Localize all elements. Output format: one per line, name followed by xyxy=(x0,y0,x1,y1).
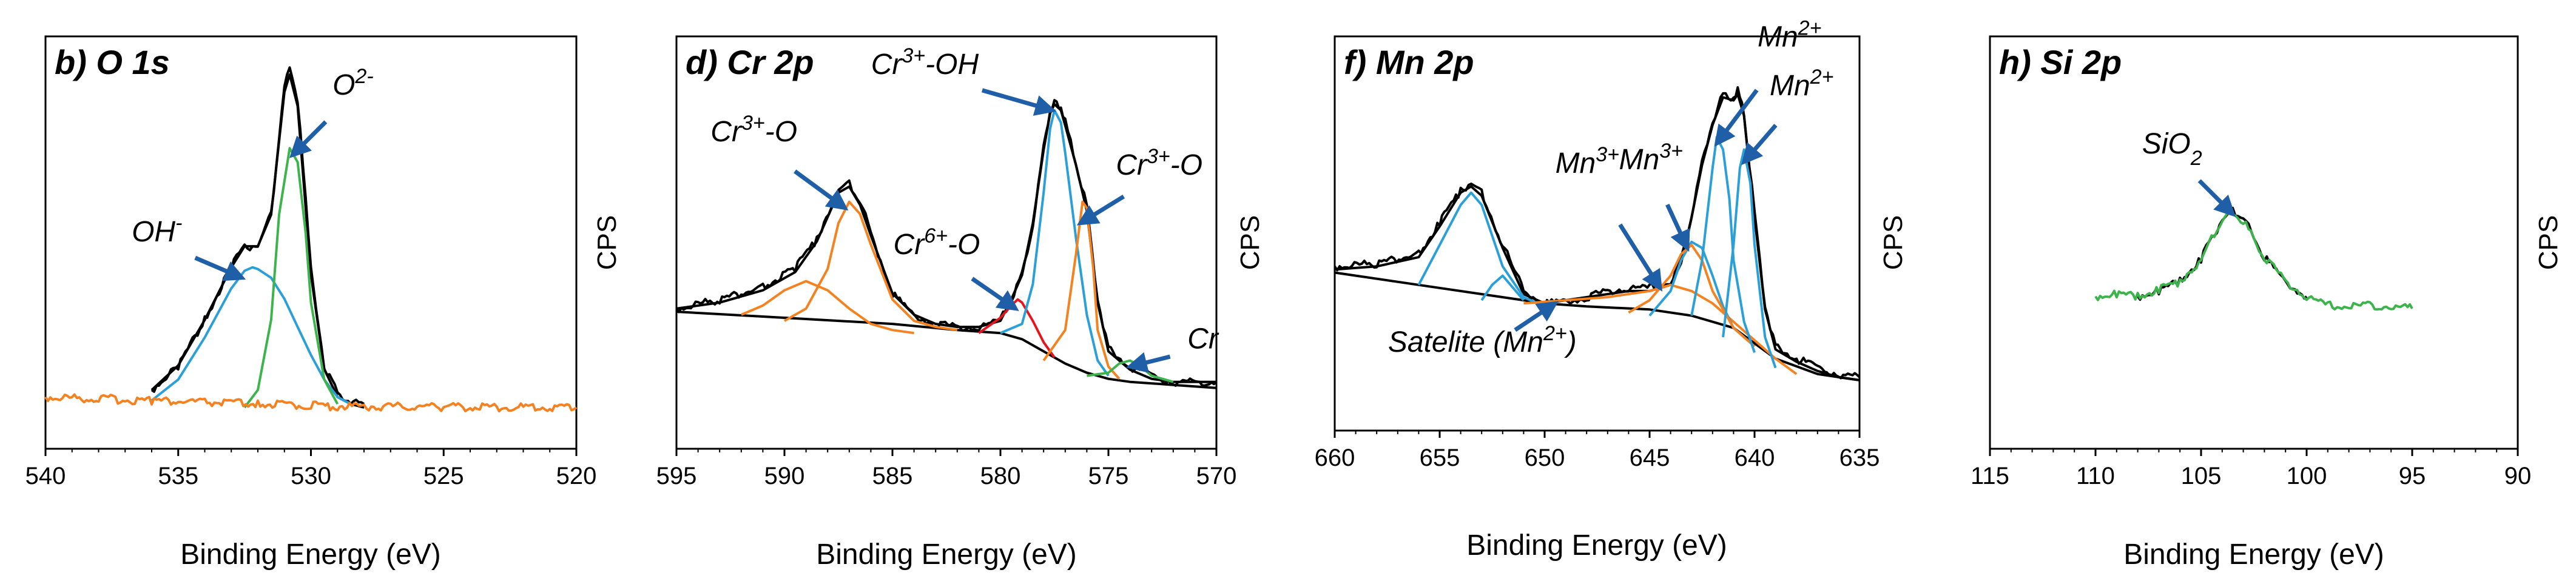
ylabel-cr2p: CPS xyxy=(1235,215,1265,270)
xlabel-cr2p: Binding Energy (eV) xyxy=(816,539,1077,571)
annotation-arrow xyxy=(971,277,1019,311)
series-cr6-o xyxy=(978,298,1056,358)
x-tick-label: 660 xyxy=(1315,445,1355,471)
x-tick-label: 90 xyxy=(2504,463,2532,489)
annotation-arrow xyxy=(194,255,246,281)
panel-title-mn2p: f) Mn 2p xyxy=(1344,43,1474,81)
annotation-label: Cr3+-O xyxy=(1116,145,1202,181)
x-tick-label: 645 xyxy=(1630,445,1670,471)
panel-si2p: h) Si 2p CPS Binding Energy (eV) xyxy=(1989,35,2563,571)
annotation-arrow xyxy=(981,88,1057,116)
annotation-label: Cr6+-O xyxy=(894,224,980,261)
xlabel-o1s: Binding Energy (eV) xyxy=(180,539,441,571)
annotation-arrow xyxy=(1514,301,1559,332)
annotation-label: Mn2+ xyxy=(1758,17,1821,53)
plot-1: 595 590 585 580 575 570 Cr3+-O Cr3+-OH Cr3+-O Cr6… xyxy=(656,44,1237,489)
x-tick-label: 95 xyxy=(2399,463,2426,489)
annotation-arrow xyxy=(1714,89,1759,147)
ylabel-mn2p: CPS xyxy=(1878,215,1908,270)
x-tick-label: 100 xyxy=(2287,463,2327,489)
annotation-label: Cr xyxy=(1187,323,1219,355)
x-tick-label: 590 xyxy=(764,463,805,489)
ylabel-o1s: CPS xyxy=(592,215,622,270)
plot-0: 540 535 530 525 520 OH- O2- xyxy=(25,65,597,489)
annotation-label: Mn3+ xyxy=(1619,139,1683,176)
annotation-label: Mn2+ xyxy=(1770,65,1833,102)
plot-area-cr2p xyxy=(675,35,1218,450)
x-tick-label: 650 xyxy=(1525,445,1565,471)
annotation-label: SiO2 xyxy=(2142,128,2202,170)
annotation-label: Cr3+-OH xyxy=(871,44,979,81)
x-tick-label: 535 xyxy=(158,463,198,489)
x-tick-label: 520 xyxy=(556,463,597,489)
x-tick-label: 540 xyxy=(25,463,66,489)
annotation-arrow xyxy=(289,120,328,158)
annotation-arrow xyxy=(2197,179,2236,217)
annotation-arrow xyxy=(794,169,849,211)
x-tick-label: 595 xyxy=(656,463,697,489)
annotation-label: Satelite (Mn2+) xyxy=(1388,322,1577,358)
series-cr3-o-sat- xyxy=(741,280,914,335)
plot-2: 660 655 650 645 640 635 Mn2+ Mn2+ Mn3+ Mn3+ Sateli… xyxy=(1315,17,1880,471)
series-mn-2p1-2-minor xyxy=(1480,274,1525,301)
ylabel-si2p: CPS xyxy=(2534,215,2563,270)
series-sio2 xyxy=(2094,212,2413,311)
x-tick-label: 570 xyxy=(1196,463,1237,489)
series-mn2-2p1-2- xyxy=(1417,191,1545,308)
series-mn2-b xyxy=(1722,148,1777,369)
series-cr3-oh xyxy=(1000,109,1110,377)
series-background xyxy=(44,393,578,413)
panel-title-cr2p: d) Cr 2p xyxy=(686,43,814,81)
x-tick-label: 635 xyxy=(1839,445,1880,471)
panel-cr2p: d) Cr 2p CPS Binding Energy (eV) xyxy=(675,35,1265,571)
x-tick-label: 525 xyxy=(423,463,464,489)
panel-o1s: b) O 1s CPS Binding Energy (eV) xyxy=(44,35,622,571)
panel-title-o1s: b) O 1s xyxy=(55,43,170,81)
series-mn2-a xyxy=(1690,136,1756,353)
annotation-arrow xyxy=(1076,195,1125,226)
annotation-label: OH- xyxy=(132,212,182,248)
series-oh- xyxy=(150,266,352,405)
annotation-label: Mn3+ xyxy=(1556,143,1619,180)
annotation-arrow xyxy=(1741,124,1778,166)
x-tick-label: 110 xyxy=(2076,463,2115,489)
x-tick-label: 655 xyxy=(1420,445,1460,471)
x-tick-label: 530 xyxy=(291,463,331,489)
series-background xyxy=(676,310,1217,389)
x-tick-label: 105 xyxy=(2181,463,2222,489)
series-envelope xyxy=(150,73,365,409)
x-tick-label: 640 xyxy=(1735,445,1775,471)
panel-mn2p: f) Mn 2p CPS Binding Energy (eV) xyxy=(1334,35,1908,562)
x-tick-label: 115 xyxy=(1971,463,2009,489)
x-tick-label: 585 xyxy=(872,463,913,489)
plot-area-mn2p xyxy=(1334,35,1861,432)
annotation-arrow xyxy=(1665,203,1690,252)
xlabel-mn2p: Binding Energy (eV) xyxy=(1466,529,1727,562)
plot-area-si2p xyxy=(1989,35,2519,450)
x-tick-label: 580 xyxy=(980,463,1021,489)
series-satelite-mn2- xyxy=(1523,283,1798,375)
xlabel-si2p: Binding Energy (eV) xyxy=(2123,539,2384,571)
panel-title-si2p: h) Si 2p xyxy=(1999,43,2122,81)
x-tick-label: 575 xyxy=(1088,463,1129,489)
annotation-label: Cr3+-O xyxy=(710,112,797,148)
series-cr3-o xyxy=(784,200,958,332)
annotation-label: O2- xyxy=(332,65,374,101)
plot-area-o1s xyxy=(44,35,578,450)
annotation-arrow xyxy=(1125,352,1171,373)
plot-3: 115 110 105 100 95 90 SiO2 xyxy=(1971,128,2531,489)
annotation-arrow xyxy=(1618,223,1663,292)
